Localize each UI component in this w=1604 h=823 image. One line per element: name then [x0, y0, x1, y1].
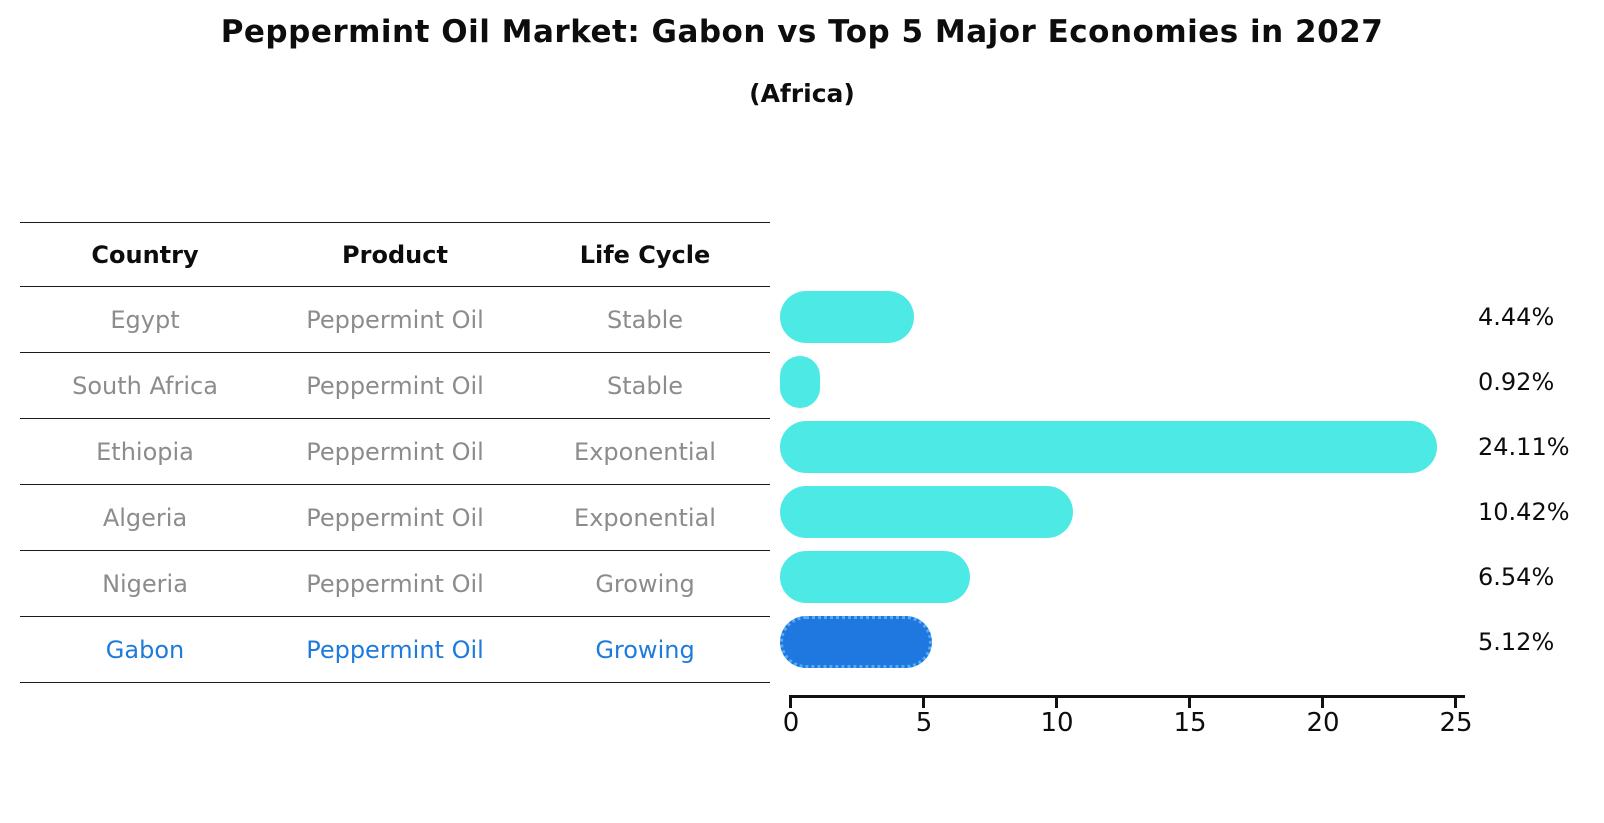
life-cycle-cell: Stable	[606, 371, 684, 400]
value-label-ethiopia: 24.11%	[1478, 432, 1570, 461]
table-row-egypt: Egypt Peppermint Oil Stable	[20, 287, 770, 353]
bar-plot-area	[780, 284, 1480, 674]
table-row-algeria: Algeria Peppermint Oil Exponential	[20, 485, 770, 551]
value-label-egypt: 4.44%	[1478, 302, 1555, 331]
country-cell: South Africa	[72, 371, 218, 400]
life-cycle-cell: Exponential	[574, 437, 716, 466]
country-cell: Gabon	[105, 635, 185, 664]
bar-nigeria	[780, 550, 970, 603]
chart-subtitle: (Africa)	[749, 79, 855, 108]
x-axis-tick-mark	[922, 695, 925, 708]
bar-ethiopia	[780, 420, 1438, 473]
product-cell: Peppermint Oil	[306, 569, 484, 598]
column-header-life-cycle: Life Cycle	[579, 240, 711, 269]
value-label-gabon: 5.12%	[1478, 627, 1555, 656]
table-row-nigeria: Nigeria Peppermint Oil Growing	[20, 551, 770, 617]
bar-row-south-africa	[780, 349, 1480, 414]
life-cycle-cell: Growing	[595, 569, 695, 598]
table-row-gabon: Gabon Peppermint Oil Growing	[20, 617, 770, 683]
x-axis-tick-mark	[1188, 695, 1191, 708]
x-axis-tick-mark	[1454, 695, 1457, 708]
table-row-south-africa: South Africa Peppermint Oil Stable	[20, 353, 770, 419]
product-cell: Peppermint Oil	[306, 635, 484, 664]
life-cycle-cell: Stable	[606, 305, 684, 334]
x-axis-tick-mark	[789, 695, 792, 708]
x-axis-tick-label: 25	[1439, 708, 1473, 738]
x-axis-tick-mark	[1055, 695, 1058, 708]
chart-title: Peppermint Oil Market: Gabon vs Top 5 Ma…	[220, 14, 1384, 50]
country-cell: Egypt	[110, 305, 180, 334]
column-header-country: Country	[91, 240, 199, 269]
value-label-south-africa: 0.92%	[1478, 367, 1555, 396]
x-axis-tick-label: 15	[1173, 708, 1207, 738]
bar-row-ethiopia	[780, 414, 1480, 479]
x-axis-tick-label: 0	[782, 708, 800, 738]
value-label-nigeria: 6.54%	[1478, 562, 1555, 591]
bar-row-gabon	[780, 609, 1480, 674]
bar-gabon	[780, 615, 933, 668]
bar-algeria	[780, 485, 1074, 538]
bar-egypt	[780, 290, 915, 343]
x-axis-tick-label: 5	[915, 708, 933, 738]
x-axis-tick-label: 20	[1306, 708, 1340, 738]
table-row-ethiopia: Ethiopia Peppermint Oil Exponential	[20, 419, 770, 485]
country-cell: Ethiopia	[96, 437, 194, 466]
life-cycle-cell: Exponential	[574, 503, 716, 532]
product-cell: Peppermint Oil	[306, 305, 484, 334]
column-header-product: Product	[342, 240, 448, 269]
product-cell: Peppermint Oil	[306, 503, 484, 532]
product-cell: Peppermint Oil	[306, 371, 484, 400]
x-axis-line	[789, 695, 1465, 698]
value-label-column: 4.44% 0.92% 24.11% 10.42% 6.54% 5.12%	[1478, 284, 1570, 674]
country-cell: Nigeria	[102, 569, 188, 598]
country-cell: Algeria	[102, 503, 188, 532]
table-header-row: Country Product Life Cycle	[20, 222, 770, 287]
x-axis-tick-mark	[1321, 695, 1324, 708]
value-label-algeria: 10.42%	[1478, 497, 1570, 526]
product-cell: Peppermint Oil	[306, 437, 484, 466]
bar-row-nigeria	[780, 544, 1480, 609]
bar-row-egypt	[780, 284, 1480, 349]
country-table: Country Product Life Cycle Egypt Pepperm…	[20, 222, 770, 683]
x-axis-tick-label: 10	[1040, 708, 1074, 738]
life-cycle-cell: Growing	[595, 635, 695, 664]
bar-south-africa	[780, 355, 821, 408]
bar-row-algeria	[780, 479, 1480, 544]
